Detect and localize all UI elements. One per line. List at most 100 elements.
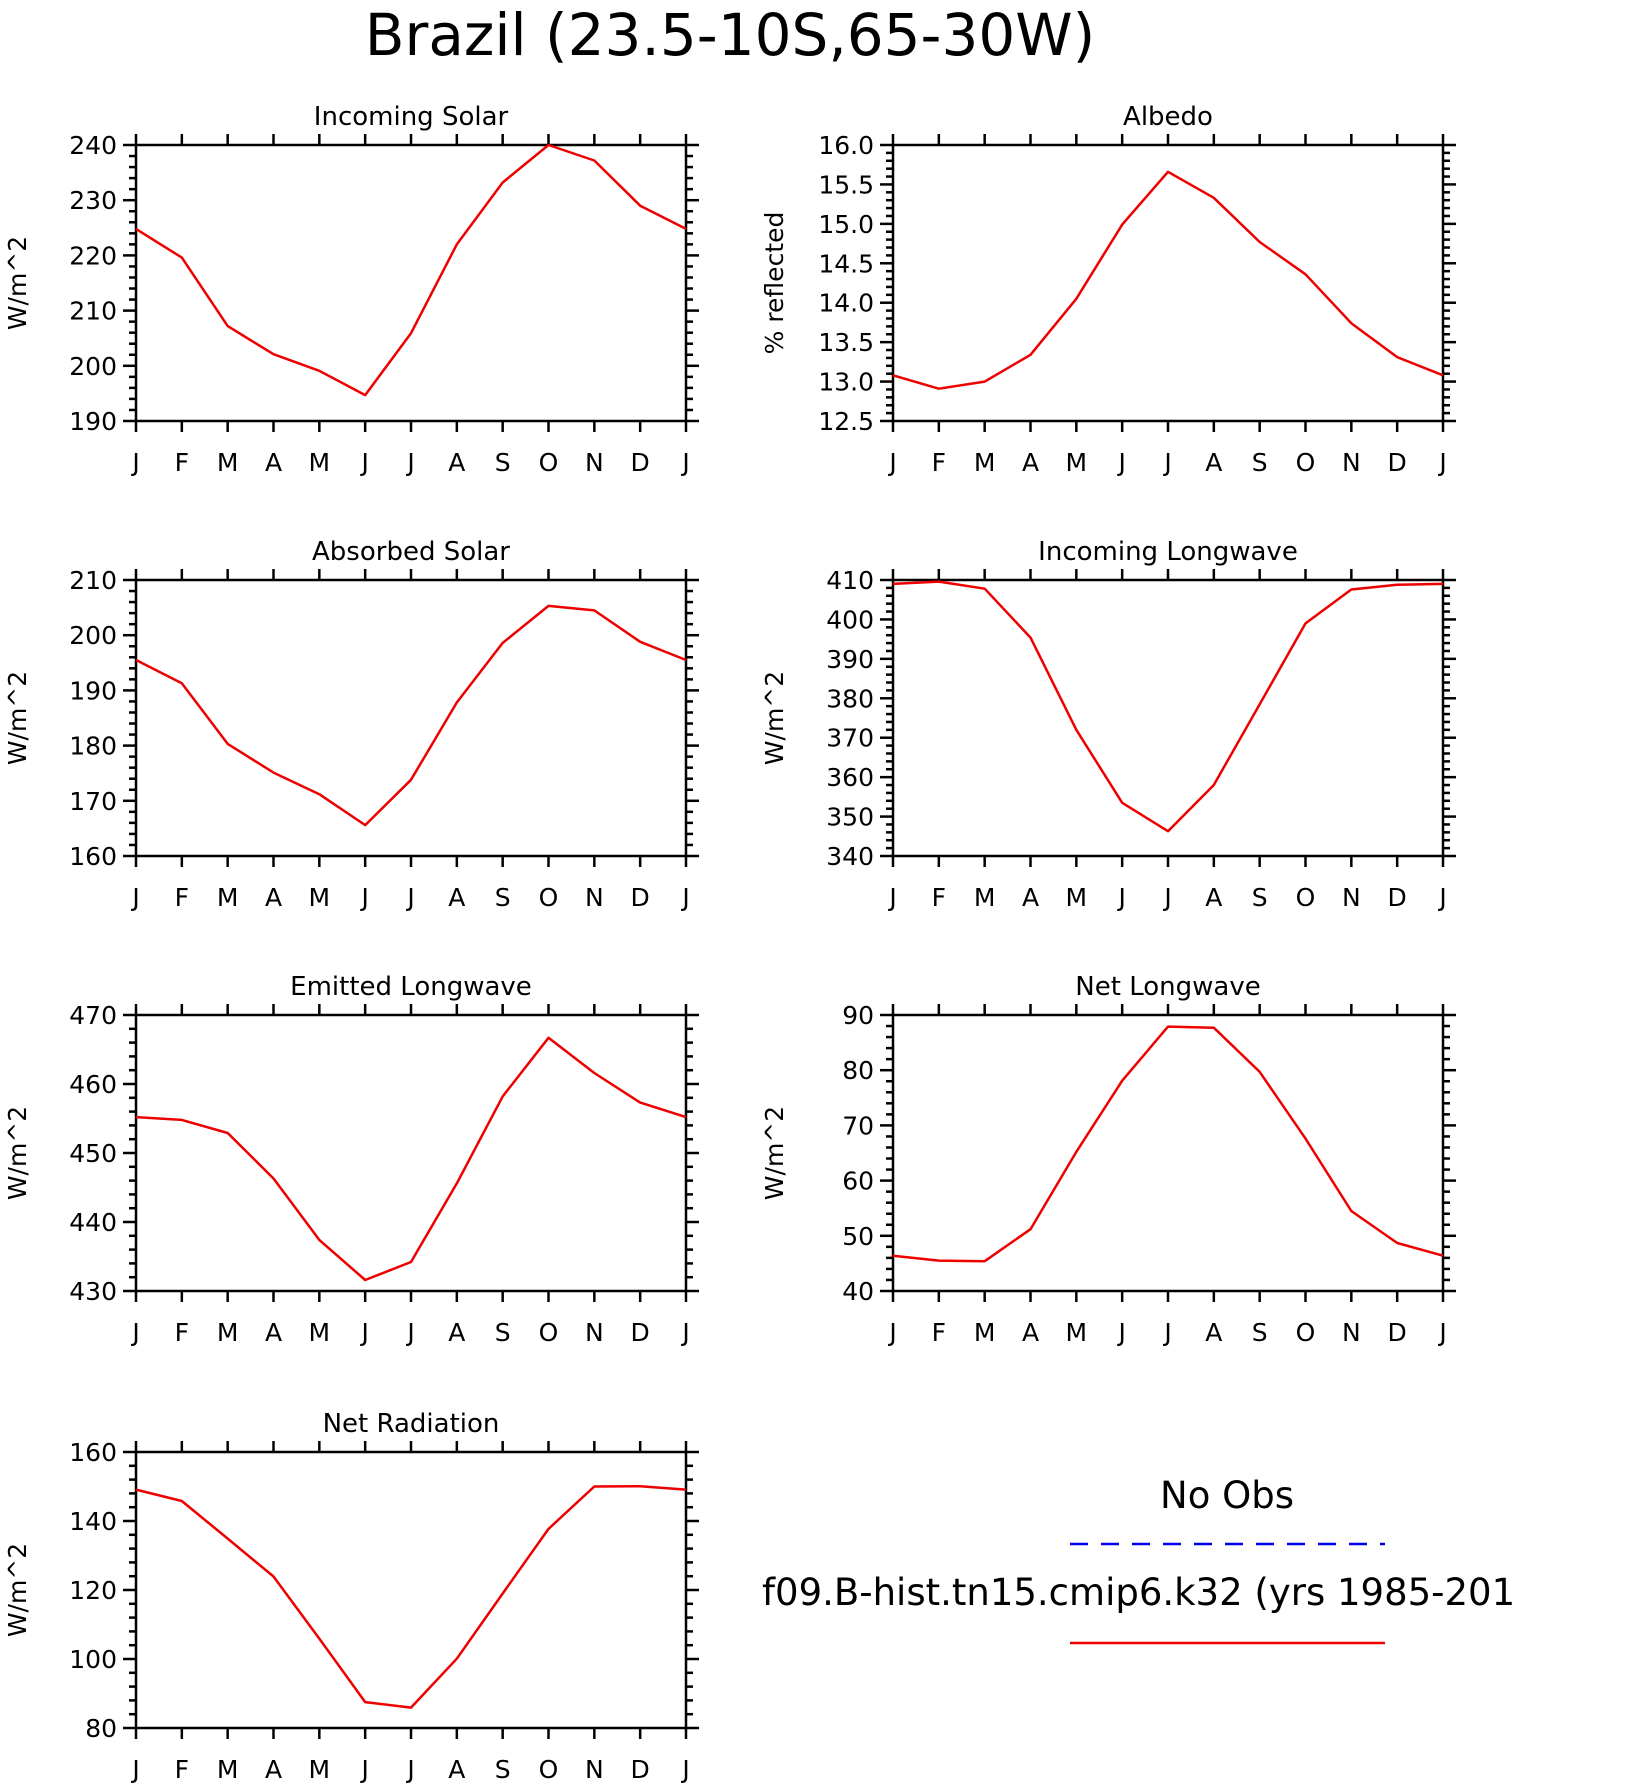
y-tick-label: 140 (69, 1507, 117, 1536)
x-tick-label: S (495, 1318, 511, 1347)
x-tick-label: J (887, 1318, 896, 1347)
x-tick-label: A (448, 883, 465, 912)
x-tick-label: S (1252, 883, 1268, 912)
x-tick-label: J (405, 1755, 414, 1783)
x-tick-label: A (265, 883, 282, 912)
plot-frame (891, 143, 1445, 423)
y-tick-label: 450 (69, 1139, 117, 1168)
x-tick-label: J (1437, 883, 1446, 912)
x-tick-label: D (1388, 448, 1407, 477)
x-tick-label: M (309, 883, 331, 912)
series-line (135, 143, 687, 397)
y-axis-label: W/m^2 (3, 1543, 32, 1637)
panel-title: Net Radiation (323, 1409, 500, 1439)
x-tick-label: A (1205, 883, 1222, 912)
y-tick-label: 50 (842, 1222, 874, 1251)
y-axis-label: W/m^2 (760, 1106, 789, 1200)
y-tick-label: 190 (69, 407, 117, 436)
x-tick-label: O (539, 883, 559, 912)
y-tick-label: 15.0 (818, 210, 874, 239)
x-tick-label: A (265, 1755, 282, 1783)
y-axis-label: % reflected (760, 212, 789, 355)
x-tick-label: J (680, 1318, 689, 1347)
x-tick-label: J (359, 448, 368, 477)
x-tick-label: A (1022, 448, 1039, 477)
x-tick-label: N (585, 1318, 604, 1347)
x-tick-label: M (309, 1755, 331, 1783)
x-tick-label: M (217, 1755, 239, 1783)
x-tick-label: M (217, 883, 239, 912)
y-tick-label: 80 (842, 1056, 874, 1085)
x-tick-label: S (495, 1755, 511, 1783)
x-tick-label: J (1116, 1318, 1125, 1347)
y-tick-label: 200 (69, 352, 117, 381)
x-tick-label: J (680, 448, 689, 477)
panel-title: Emitted Longwave (290, 972, 532, 1002)
y-tick-label: 14.0 (818, 289, 874, 318)
x-tick-label: J (1437, 1318, 1446, 1347)
x-tick-label: N (1342, 448, 1361, 477)
x-tick-label: J (680, 883, 689, 912)
y-tick-label: 160 (69, 1438, 117, 1467)
y-tick-label: 13.5 (818, 328, 874, 357)
x-tick-label: N (585, 448, 604, 477)
x-tick-label: S (495, 883, 511, 912)
y-tick-label: 100 (69, 1645, 117, 1674)
y-tick-label: 340 (826, 842, 874, 871)
y-tick-label: 410 (826, 566, 874, 595)
x-tick-label: J (1162, 1318, 1171, 1347)
panel-title: Absorbed Solar (312, 537, 510, 567)
x-tick-label: F (932, 1318, 946, 1347)
x-tick-label: O (1296, 1318, 1316, 1347)
series-line (892, 580, 1444, 833)
y-tick-label: 170 (69, 787, 117, 816)
y-axis-label: W/m^2 (3, 671, 32, 765)
y-tick-label: 70 (842, 1111, 874, 1140)
x-tick-label: O (539, 1755, 559, 1783)
y-tick-label: 230 (69, 186, 117, 215)
x-tick-label: A (1205, 1318, 1222, 1347)
y-tick-label: 460 (69, 1070, 117, 1099)
y-tick-label: 430 (69, 1277, 117, 1306)
x-tick-label: A (1205, 448, 1222, 477)
x-tick-label: J (359, 1318, 368, 1347)
x-tick-label: M (309, 1318, 331, 1347)
x-tick-label: J (130, 1318, 139, 1347)
y-tick-label: 13.0 (818, 368, 874, 397)
plot-frame (134, 578, 688, 858)
y-tick-label: 220 (69, 241, 117, 270)
series-line (135, 1484, 687, 1709)
x-tick-label: M (974, 448, 996, 477)
y-axis-label: W/m^2 (3, 236, 32, 330)
x-tick-label: A (448, 1318, 465, 1347)
y-tick-label: 40 (842, 1277, 874, 1306)
y-axis-label: W/m^2 (760, 671, 789, 765)
plot-frame (891, 578, 1445, 858)
panel-title: Incoming Longwave (1038, 537, 1298, 567)
panel-title: Albedo (1123, 102, 1213, 132)
x-tick-label: M (217, 448, 239, 477)
figure-title: Brazil (23.5-10S,65-30W) (365, 1, 1096, 69)
x-tick-label: O (539, 1318, 559, 1347)
y-tick-label: 80 (85, 1714, 117, 1743)
x-tick-label: J (130, 1755, 139, 1783)
x-tick-label: J (1162, 883, 1171, 912)
x-tick-label: J (405, 448, 414, 477)
y-tick-label: 180 (69, 732, 117, 761)
series-line (135, 604, 687, 827)
y-tick-label: 120 (69, 1576, 117, 1605)
x-tick-label: J (359, 1755, 368, 1783)
y-tick-label: 390 (826, 645, 874, 674)
x-tick-label: F (175, 883, 189, 912)
y-tick-label: 380 (826, 684, 874, 713)
x-tick-label: J (887, 448, 896, 477)
x-tick-label: J (405, 883, 414, 912)
x-tick-label: F (175, 448, 189, 477)
